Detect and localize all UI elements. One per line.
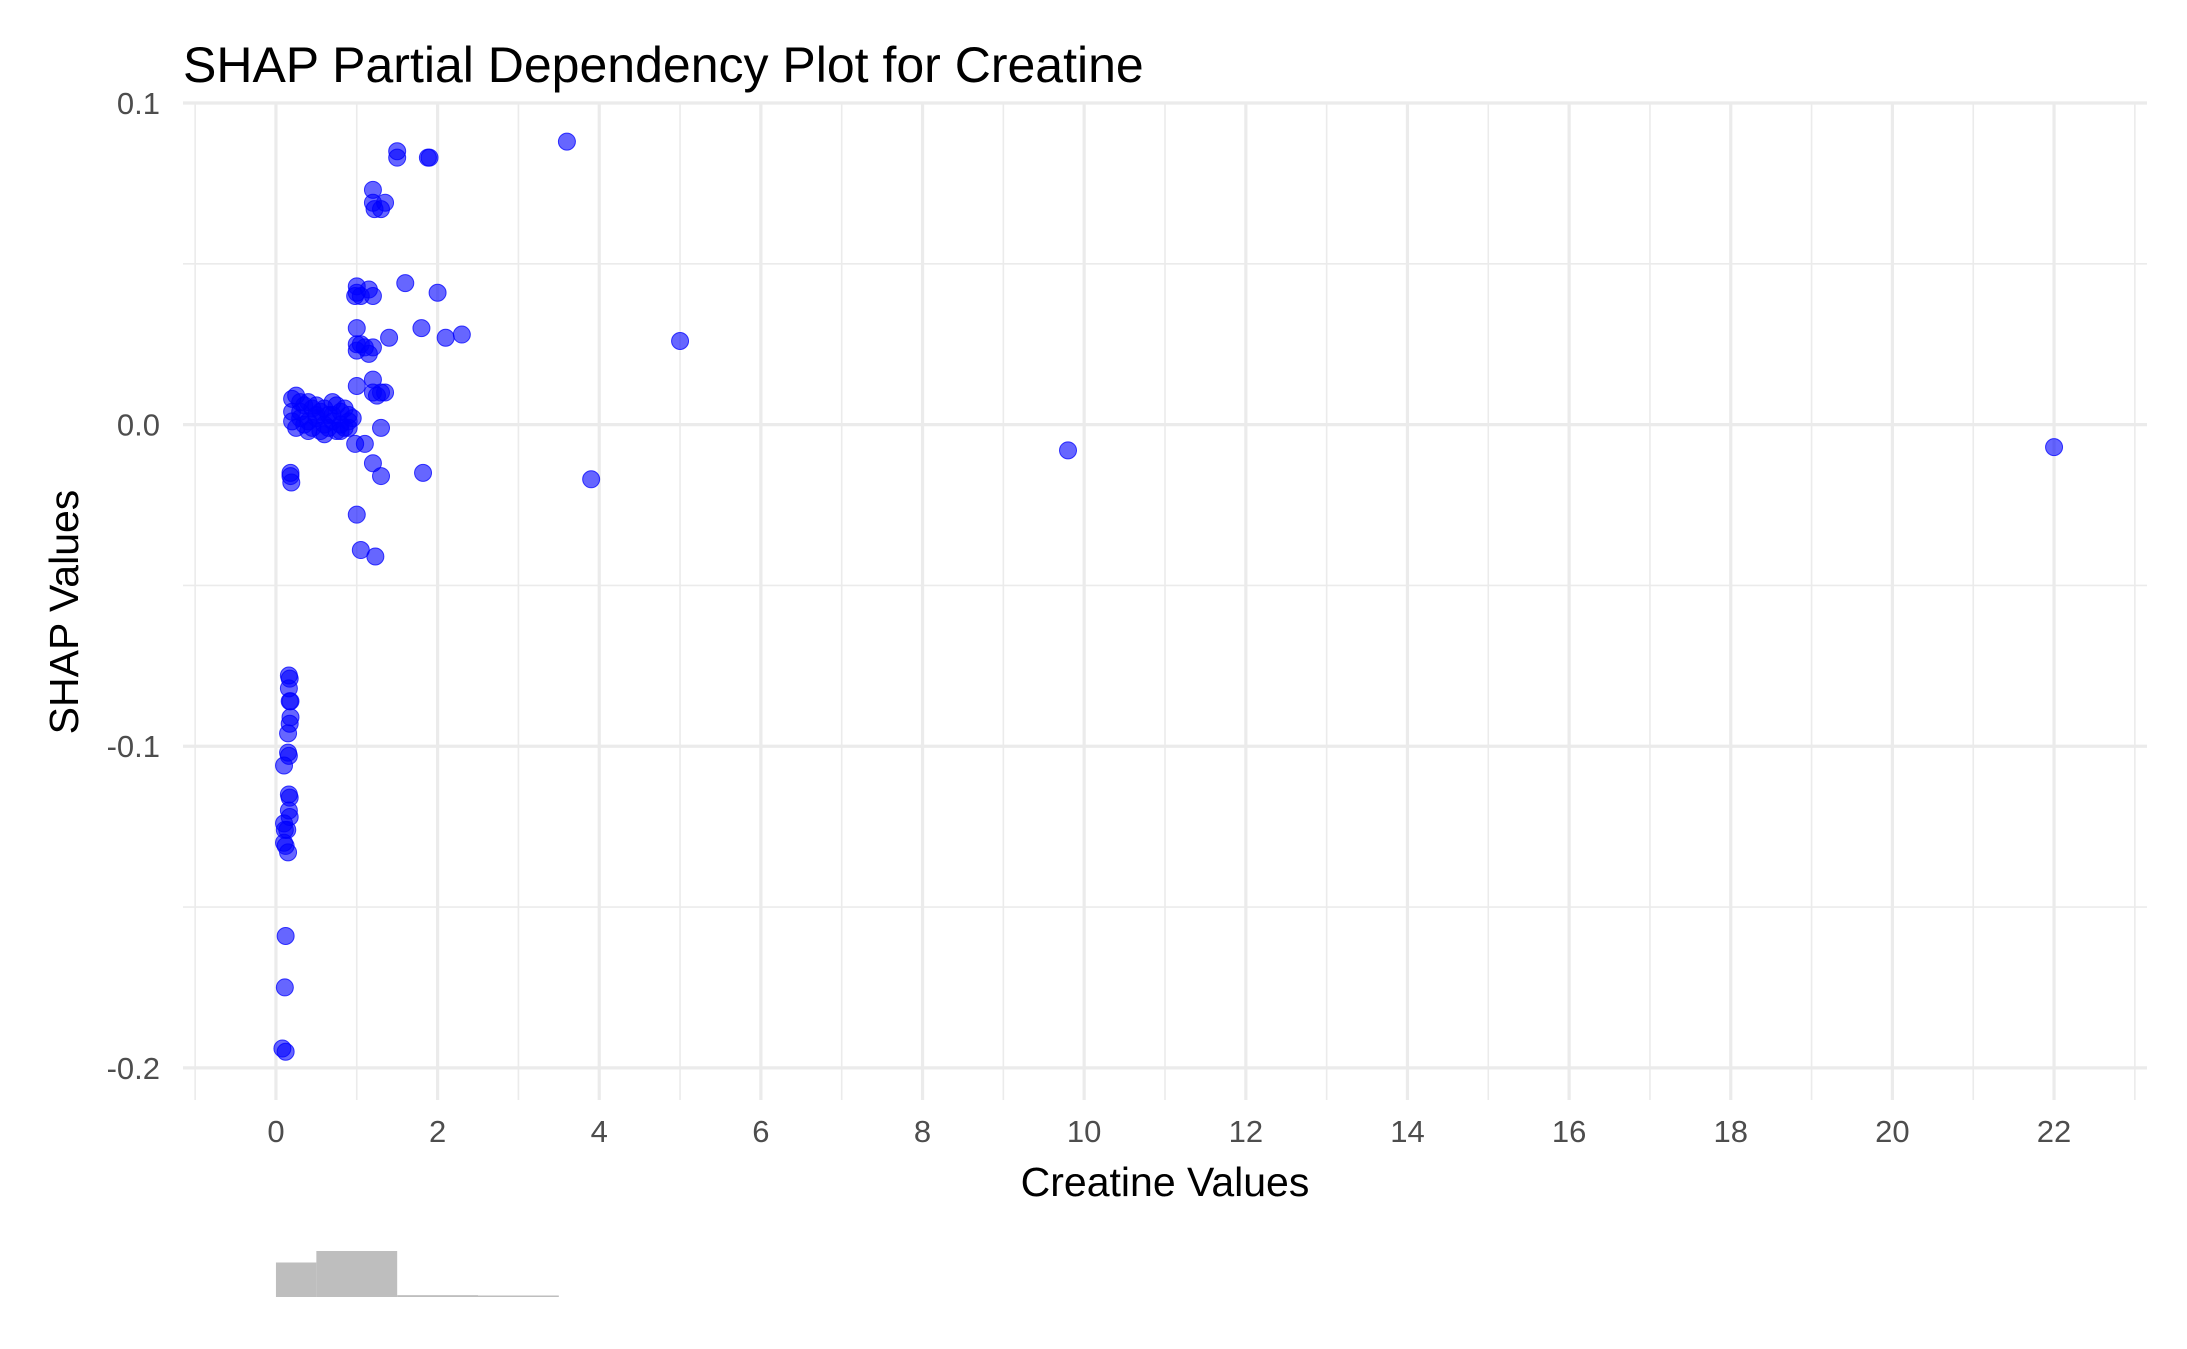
x-tick-label: 8 xyxy=(914,1114,931,1149)
x-tick-label: 6 xyxy=(752,1114,769,1149)
data-point xyxy=(359,344,378,363)
data-point xyxy=(299,422,318,441)
histogram-bar xyxy=(478,1295,559,1297)
data-point xyxy=(414,463,433,482)
data-point xyxy=(331,422,350,441)
x-tick-label: 20 xyxy=(1875,1114,1909,1149)
data-point xyxy=(2045,438,2064,457)
data-point xyxy=(557,132,576,151)
chart-title: SHAP Partial Dependency Plot for Creatin… xyxy=(183,37,1144,93)
x-tick-label: 2 xyxy=(429,1114,446,1149)
data-point xyxy=(671,331,690,350)
data-point xyxy=(276,1042,295,1061)
x-tick-label: 22 xyxy=(2037,1114,2071,1149)
data-point xyxy=(291,402,310,421)
data-point xyxy=(372,418,391,437)
data-point xyxy=(428,283,447,302)
histogram-bar xyxy=(275,1262,317,1297)
x-axis-title: Creatine Values xyxy=(1021,1159,1310,1205)
data-point xyxy=(307,405,326,424)
grid xyxy=(183,101,2147,1100)
data-point xyxy=(347,377,366,396)
data-point xyxy=(396,274,415,293)
scatter-points xyxy=(273,132,2064,1061)
data-point xyxy=(276,926,295,945)
data-point xyxy=(347,505,366,524)
x-tick-label: 10 xyxy=(1067,1114,1101,1149)
data-point xyxy=(412,319,431,338)
data-point xyxy=(323,405,342,424)
data-point xyxy=(275,978,294,997)
tick-labels: 0 2 4 6 8 10 12 14 16 18 20 22 -0.2 -0.1 0.0 0.1 xyxy=(107,86,2072,1149)
data-point xyxy=(380,328,399,347)
data-point xyxy=(281,692,300,711)
x-tick-label: 0 xyxy=(267,1114,284,1149)
data-point xyxy=(346,286,365,305)
x-tick-label: 4 xyxy=(591,1114,608,1149)
histogram-bar xyxy=(397,1295,479,1297)
data-point xyxy=(452,325,471,344)
data-point xyxy=(315,425,334,444)
x-tick-label: 14 xyxy=(1390,1114,1424,1149)
x-tick-label: 12 xyxy=(1229,1114,1263,1149)
data-point xyxy=(372,383,391,402)
data-point xyxy=(366,547,385,566)
data-point xyxy=(436,328,455,347)
data-point xyxy=(372,467,391,486)
y-axis-title: SHAP Values xyxy=(41,490,87,735)
data-point xyxy=(355,434,374,453)
data-point xyxy=(388,148,407,167)
y-tick-label: -0.2 xyxy=(107,1051,160,1086)
data-point xyxy=(1059,441,1078,460)
data-point xyxy=(275,756,294,775)
data-point xyxy=(279,843,298,862)
data-point xyxy=(582,470,601,489)
y-tick-label: -0.1 xyxy=(107,729,160,764)
x-tick-label: 18 xyxy=(1714,1114,1748,1149)
x-tick-label: 16 xyxy=(1552,1114,1586,1149)
data-point xyxy=(372,200,391,219)
histogram-bar xyxy=(316,1251,398,1297)
data-point xyxy=(363,454,382,473)
y-tick-label: 0.0 xyxy=(117,408,160,443)
data-point xyxy=(279,724,298,743)
data-point xyxy=(347,319,366,338)
marginal-histogram xyxy=(275,1251,559,1297)
data-point xyxy=(282,473,301,492)
data-point xyxy=(418,148,437,167)
y-tick-label: 0.1 xyxy=(117,86,160,121)
